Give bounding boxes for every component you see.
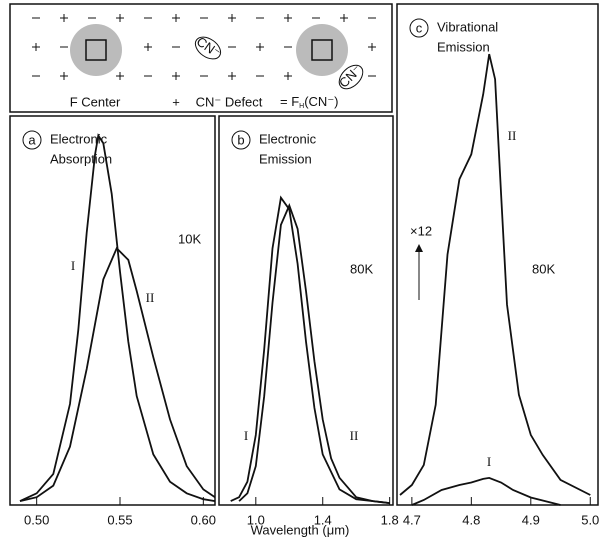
legend-text: CN⁻ Defect: [196, 94, 263, 109]
panel-frame: [9, 115, 216, 506]
temperature: 10K: [178, 231, 201, 246]
vacancy: [311, 39, 333, 61]
lattice: [32, 14, 376, 80]
series-label: I: [244, 428, 248, 443]
panel-frame: [218, 115, 394, 506]
curve: [238, 203, 390, 504]
panel-title: Emission: [259, 151, 312, 166]
panel-title: Vibrational: [437, 19, 498, 34]
panel-frame: [396, 3, 599, 506]
x-tick-label: 0.60: [191, 512, 216, 527]
x-tick-label: 0.50: [24, 512, 49, 527]
x-tick-label: 0.55: [107, 512, 132, 527]
panel-badge: [409, 18, 429, 38]
panel-title: Electronic: [259, 131, 317, 146]
legend-text: = FH(CN⁻): [280, 94, 339, 109]
series-label: I: [487, 454, 491, 469]
curve: [230, 195, 390, 504]
f-center-halo: [70, 24, 122, 76]
x-tick-label: 1.0: [247, 512, 265, 527]
panel-title: Absorption: [50, 151, 112, 166]
temperature: 80K: [532, 261, 555, 276]
vacancy: [85, 39, 107, 61]
series-label: II: [508, 128, 517, 143]
molecule: [338, 64, 364, 90]
series-label: I: [71, 258, 75, 273]
legend-text: (CN⁻): [304, 94, 338, 109]
molecule: [194, 36, 222, 60]
x-tick-label: 5.0: [581, 512, 599, 527]
curve: [411, 476, 561, 506]
panel-title: Emission: [437, 39, 490, 54]
x-tick-label: 4.7: [403, 512, 421, 527]
curve: [19, 133, 216, 502]
panel-badge: [231, 130, 251, 150]
legend-text: +: [172, 94, 180, 109]
panel-letter: c: [416, 20, 423, 35]
scale-arrowhead: [415, 244, 423, 252]
curve: [399, 53, 591, 496]
scale-note: ×12: [410, 223, 432, 238]
panel-letter: a: [28, 132, 36, 147]
panel-title: Electronic: [50, 131, 108, 146]
series-label: II: [350, 428, 359, 443]
legend-text: F Center: [70, 94, 121, 109]
x-tick-label: 4.9: [522, 512, 540, 527]
x-tick-label: 1.8: [381, 512, 399, 527]
diagram-frame: [9, 3, 393, 113]
curve: [19, 246, 216, 502]
x-tick-label: 4.8: [462, 512, 480, 527]
panel-letter: b: [237, 132, 244, 147]
x-axis-label: Wavelength (μm): [251, 522, 350, 537]
legend-text: H: [299, 103, 304, 110]
temperature: 80K: [350, 261, 373, 276]
legend-text: = F: [280, 94, 299, 109]
x-tick-label: 1.4: [314, 512, 332, 527]
f-center-halo: [296, 24, 348, 76]
series-label: II: [146, 290, 155, 305]
panel-badge: [22, 130, 42, 150]
